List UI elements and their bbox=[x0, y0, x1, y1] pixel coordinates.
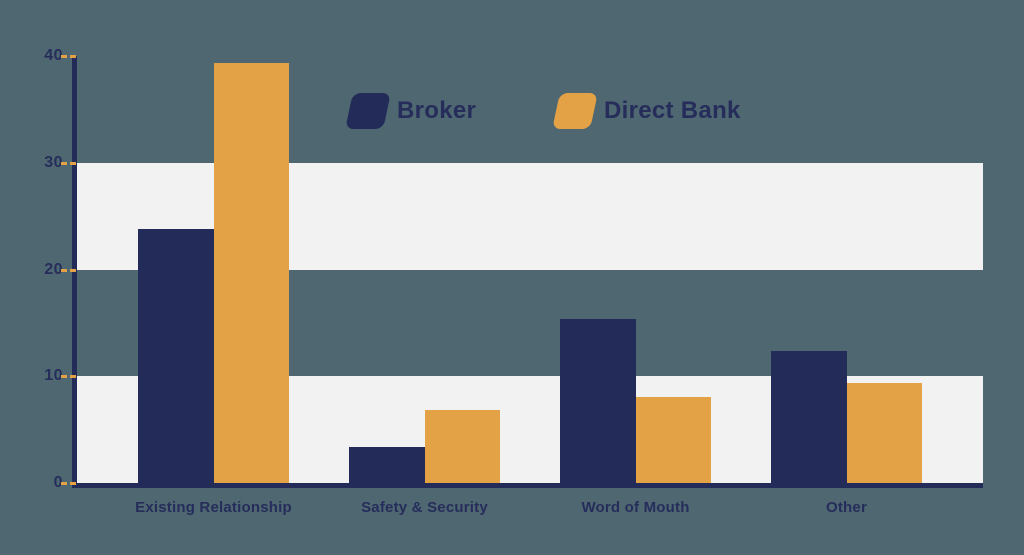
legend-swatch-direct-bank-icon bbox=[552, 92, 598, 129]
bar-direct-bank-safety-security bbox=[424, 410, 500, 483]
y-axis-tick bbox=[61, 482, 76, 485]
x-axis-category-label-existing-relationship: Existing Relationship bbox=[135, 499, 292, 516]
legend-label-broker: Broker bbox=[397, 96, 477, 124]
legend-item-broker: Broker bbox=[345, 91, 477, 130]
y-axis-tick-label: 40 bbox=[44, 47, 63, 64]
y-axis-tick bbox=[61, 55, 76, 58]
legend-item-direct-bank: Direct Bank bbox=[552, 91, 741, 130]
bar-broker-existing-relationship bbox=[138, 228, 214, 483]
x-axis-category-label-word-of-mouth: Word of Mouth bbox=[581, 499, 690, 516]
y-axis-tick-label: 10 bbox=[44, 367, 63, 385]
y-axis-tick-label: 30 bbox=[44, 153, 63, 171]
x-axis-category-label-safety-security: Safety & Security bbox=[361, 499, 488, 516]
y-axis-tick-label: 0 bbox=[53, 474, 63, 491]
bar-direct-bank-word-of-mouth bbox=[635, 396, 711, 483]
x-axis-line bbox=[72, 483, 983, 488]
legend-swatch-broker-icon bbox=[345, 92, 391, 129]
bar-broker-word-of-mouth bbox=[560, 318, 636, 483]
bar-direct-bank-existing-relationship bbox=[213, 63, 289, 483]
bar-broker-safety-security bbox=[349, 446, 425, 483]
bar-broker-other bbox=[771, 350, 847, 483]
legend-label-direct-bank: Direct Bank bbox=[604, 96, 741, 124]
y-axis-tick bbox=[61, 375, 76, 379]
x-axis-category-label-other: Other bbox=[825, 499, 867, 516]
y-axis-tick-label: 20 bbox=[44, 260, 63, 278]
bar-direct-bank-other bbox=[846, 382, 922, 483]
y-axis-tick bbox=[61, 268, 76, 272]
y-axis-tick bbox=[61, 161, 76, 165]
